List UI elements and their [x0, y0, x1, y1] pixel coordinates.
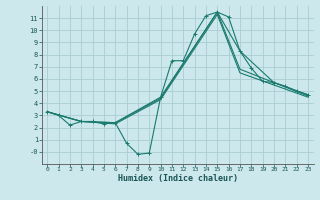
X-axis label: Humidex (Indice chaleur): Humidex (Indice chaleur): [118, 174, 237, 183]
